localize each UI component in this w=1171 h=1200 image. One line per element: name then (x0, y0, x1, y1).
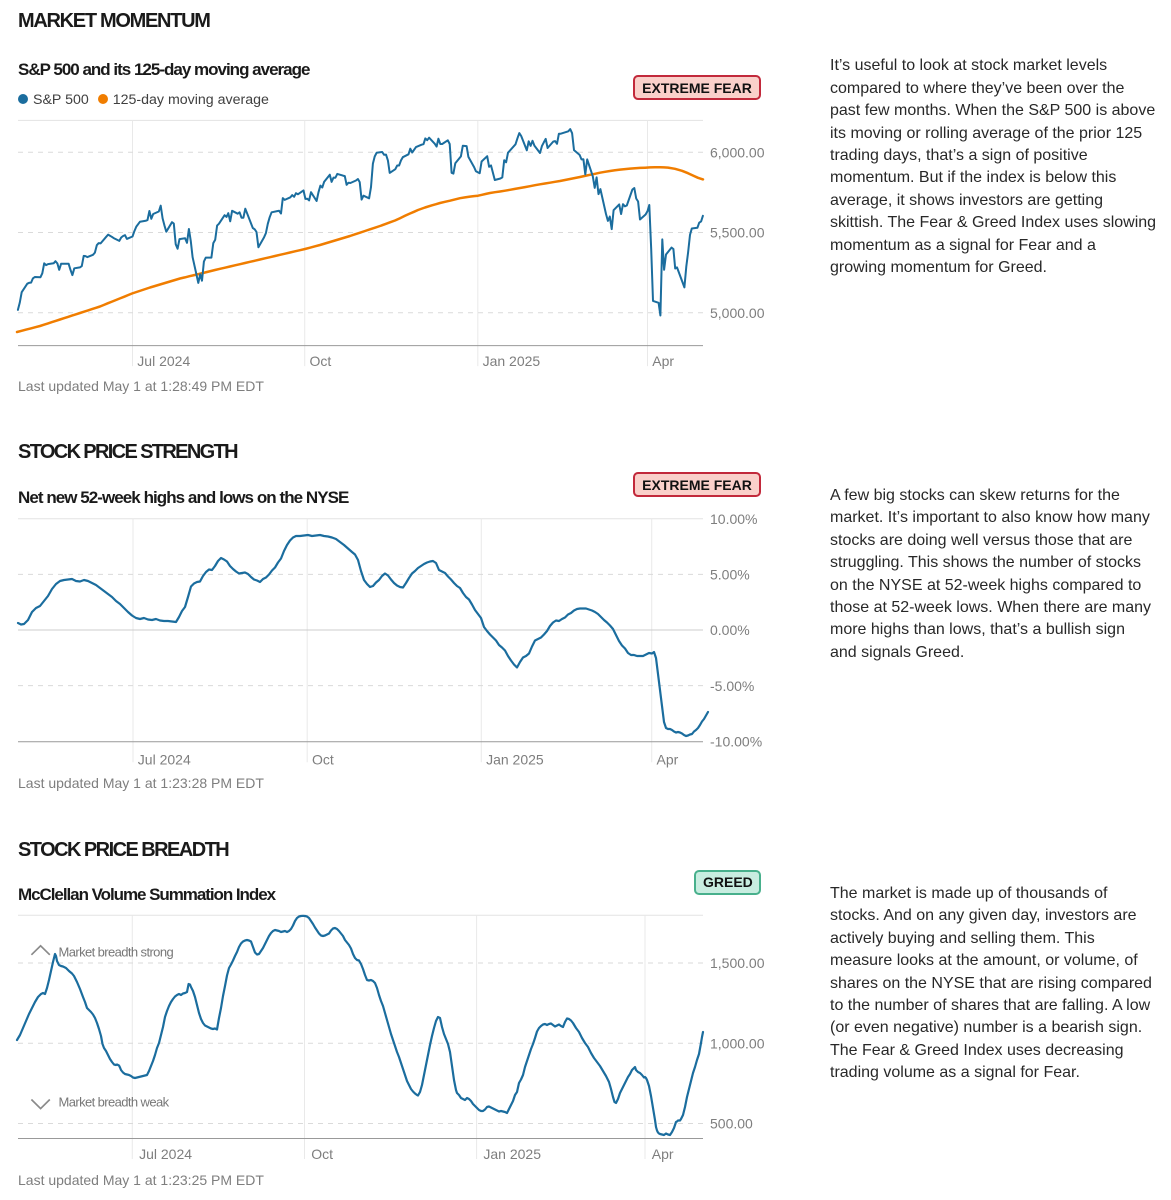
svg-text:Jan 2025: Jan 2025 (486, 752, 544, 768)
svg-text:Oct: Oct (311, 1146, 333, 1162)
svg-text:Apr: Apr (652, 1146, 674, 1162)
svg-text:5,500.00: 5,500.00 (710, 225, 765, 241)
svg-text:Apr: Apr (652, 353, 674, 369)
svg-text:0.00%: 0.00% (710, 622, 750, 638)
svg-text:Market breadth strong: Market breadth strong (59, 944, 174, 959)
svg-text:Jan 2025: Jan 2025 (483, 353, 541, 369)
svg-text:5,000.00: 5,000.00 (710, 305, 765, 321)
svg-text:6,000.00: 6,000.00 (710, 144, 765, 160)
svg-text:Market breadth weak: Market breadth weak (59, 1095, 170, 1110)
svg-text:Apr: Apr (657, 752, 679, 768)
svg-text:-5.00%: -5.00% (710, 678, 754, 694)
svg-text:Jul 2024: Jul 2024 (137, 353, 190, 369)
svg-text:Jan 2025: Jan 2025 (483, 1146, 541, 1162)
svg-text:Oct: Oct (310, 353, 332, 369)
svg-text:5.00%: 5.00% (710, 567, 750, 583)
svg-text:10.00%: 10.00% (710, 511, 757, 527)
svg-text:Jul 2024: Jul 2024 (138, 752, 191, 768)
svg-text:500.00: 500.00 (710, 1116, 753, 1132)
svg-text:1,500.00: 1,500.00 (710, 955, 765, 971)
svg-text:Jul 2024: Jul 2024 (139, 1146, 192, 1162)
svg-text:-10.00%: -10.00% (710, 733, 762, 749)
svg-text:1,000.00: 1,000.00 (710, 1036, 765, 1052)
svg-text:Oct: Oct (312, 752, 334, 768)
